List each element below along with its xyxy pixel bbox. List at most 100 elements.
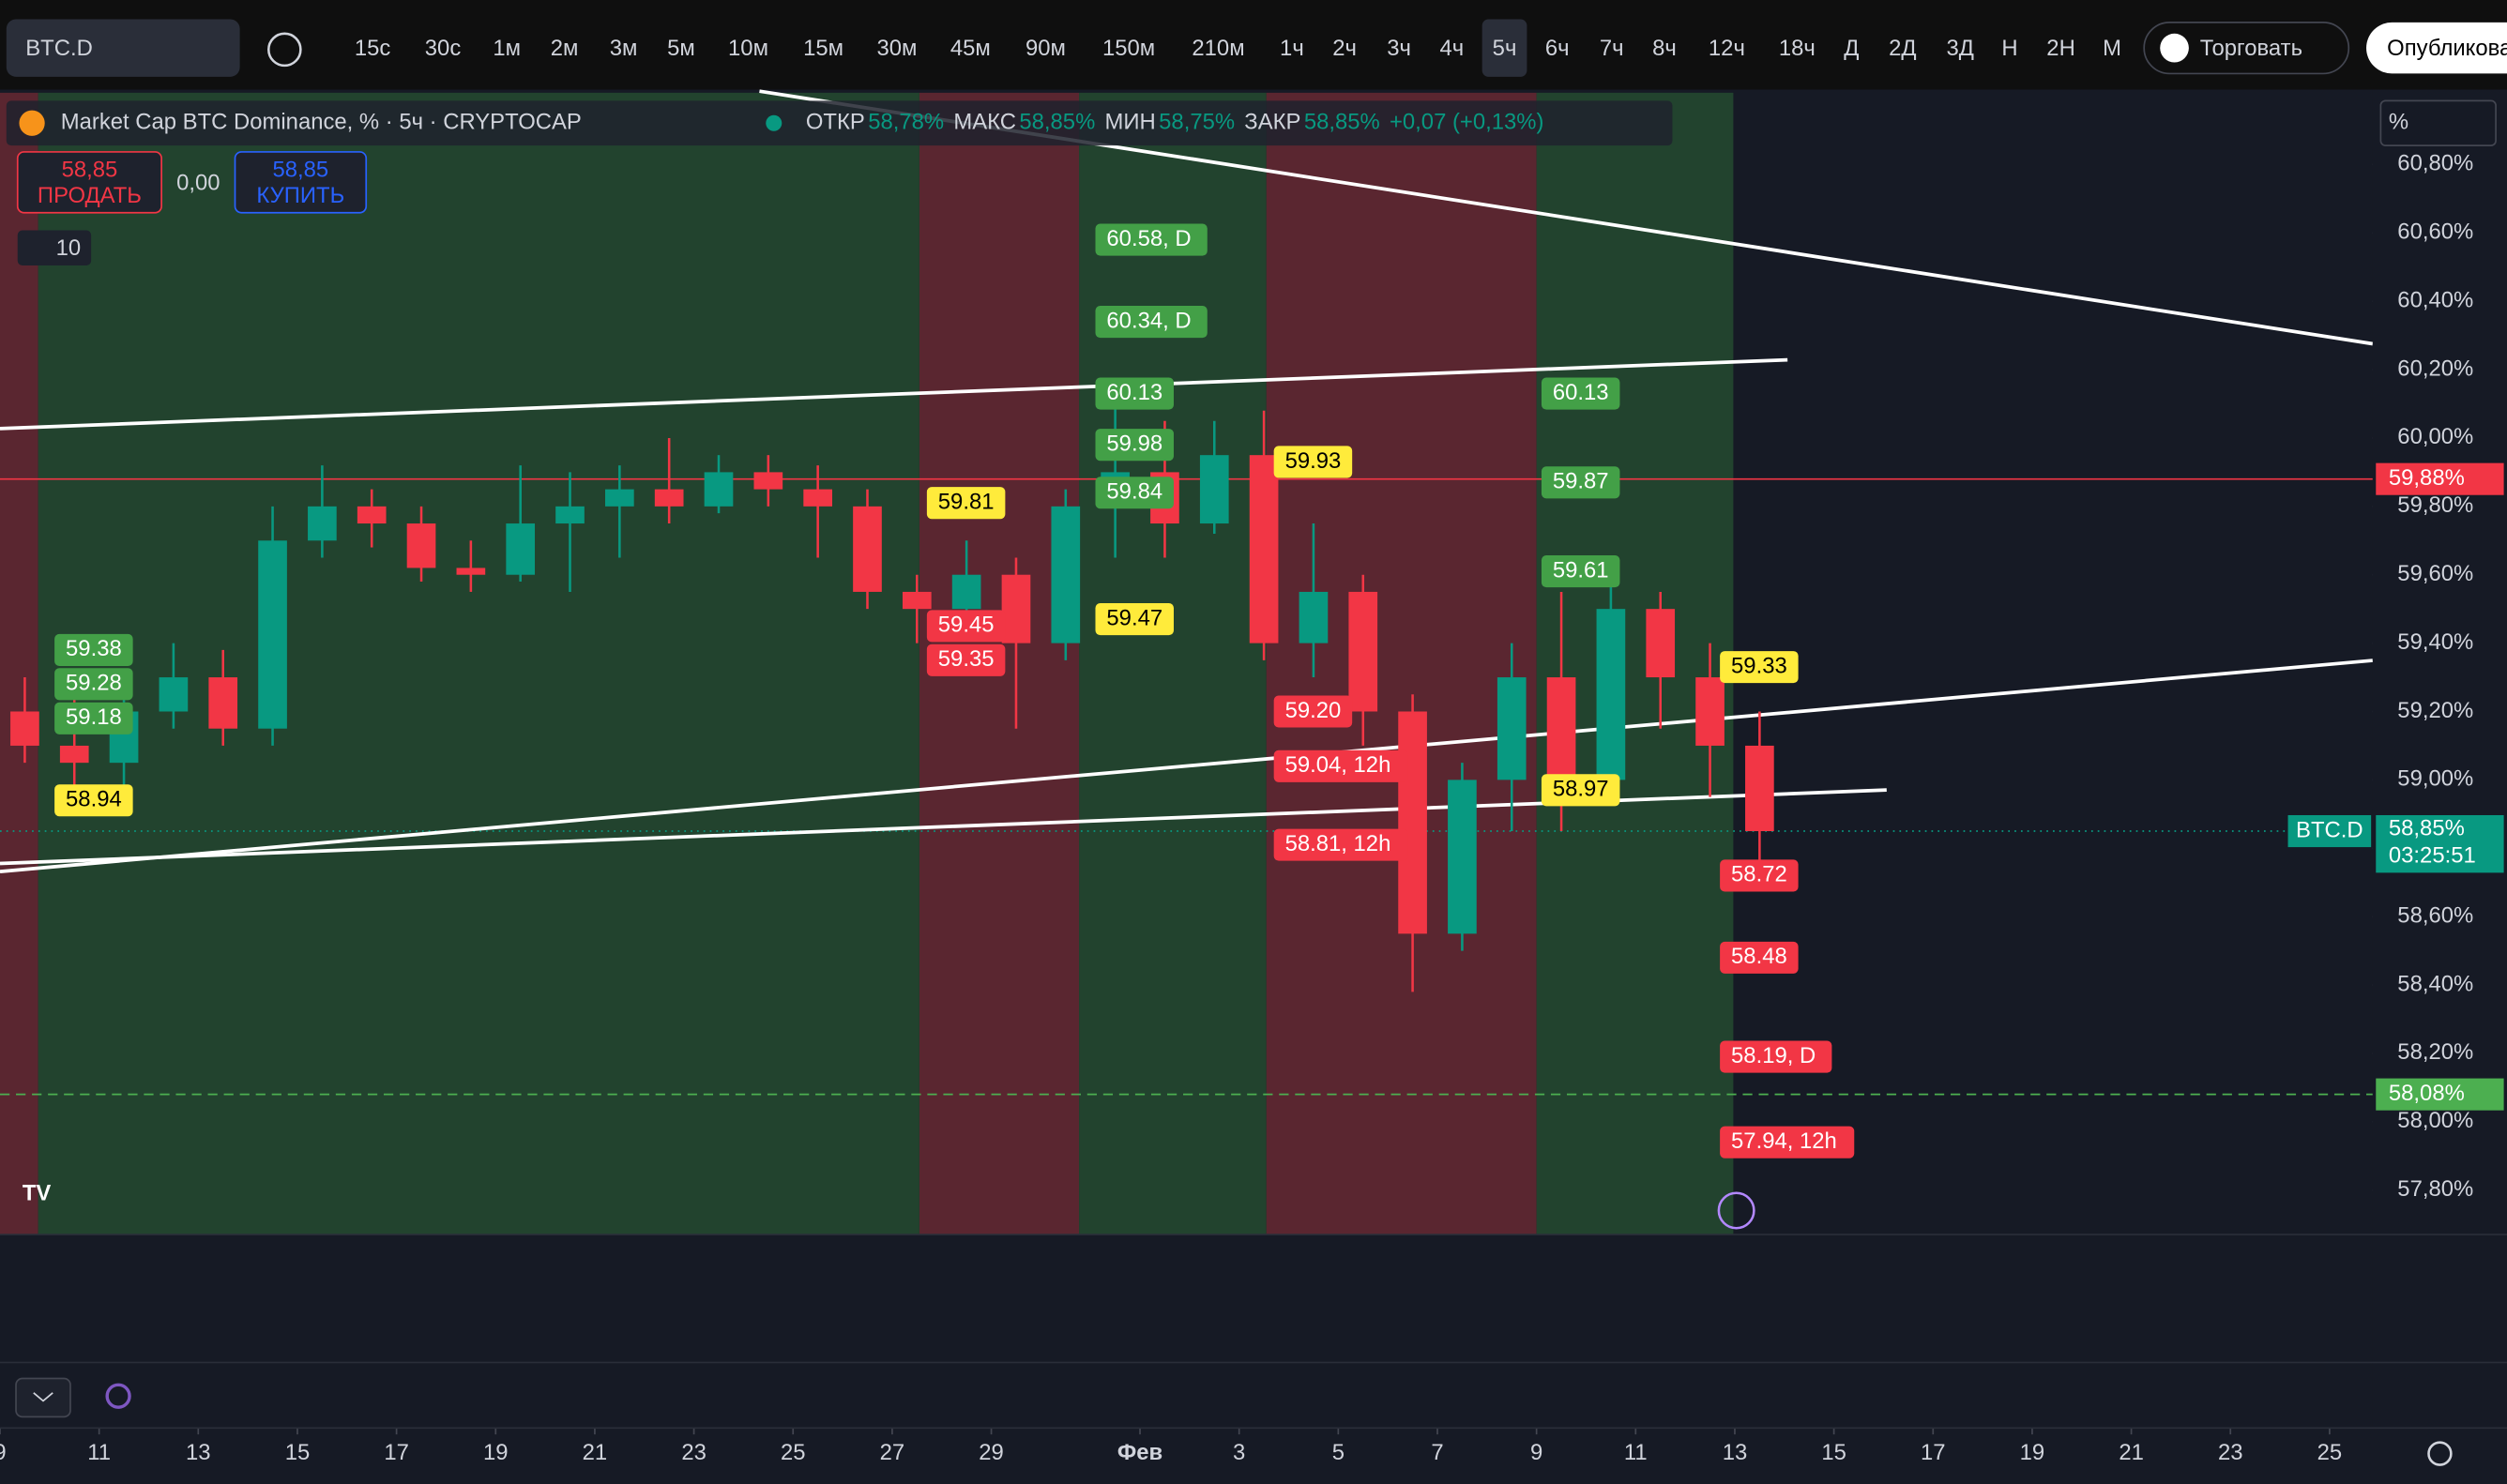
interval-button[interactable]: 4ч xyxy=(1439,36,1464,61)
level-label: 59.35 xyxy=(938,646,995,672)
symbol-tag-label: BTC.D xyxy=(2296,817,2363,842)
level-label-box xyxy=(1720,859,1799,892)
toolbar-bg xyxy=(0,0,2507,90)
y-tick-label: 59,40% xyxy=(2397,629,2473,655)
interval-button[interactable]: 30м xyxy=(877,36,918,61)
interval-button[interactable]: 90м xyxy=(1026,36,1066,61)
level-label-box xyxy=(1720,651,1799,684)
interval-button[interactable]: Н xyxy=(2001,36,2017,61)
candle-body xyxy=(951,574,981,610)
publish-button[interactable] xyxy=(2366,22,2507,74)
symbol-icon xyxy=(19,110,45,136)
y-tick-label: 58,60% xyxy=(2397,902,2473,928)
interval-selected xyxy=(1481,19,1527,77)
x-tick-label: 3 xyxy=(1233,1440,1245,1465)
buy-button[interactable] xyxy=(234,151,368,214)
interval-button[interactable]: Д xyxy=(1844,36,1859,61)
x-tick-label: 19 xyxy=(483,1440,509,1465)
interval-button[interactable]: 3Д xyxy=(1946,36,1973,61)
interval-button[interactable]: 1м xyxy=(493,36,521,61)
level-label: 59.98 xyxy=(1106,432,1162,457)
event-icon[interactable] xyxy=(1717,1191,1755,1230)
add-symbol[interactable] xyxy=(267,32,302,68)
level-label-box xyxy=(926,644,1006,676)
interval-button[interactable]: 210м xyxy=(1192,36,1244,61)
level-label-box xyxy=(1273,750,1408,782)
interval-button[interactable]: 1ч xyxy=(1280,36,1304,61)
trade-label: Торговать xyxy=(2200,36,2302,61)
x-tick-label: 5 xyxy=(1332,1440,1345,1465)
interval-button[interactable]: 3м xyxy=(610,36,638,61)
indicators-toggle[interactable] xyxy=(17,230,92,265)
interval-button[interactable]: 18ч xyxy=(1779,36,1816,61)
candle-body xyxy=(506,523,536,575)
x-tick-label: 11 xyxy=(87,1440,111,1465)
price-tag xyxy=(2376,462,2504,495)
status-dot xyxy=(766,114,782,131)
interval-button[interactable]: 12ч xyxy=(1709,36,1745,61)
interval-button[interactable]: 2Н xyxy=(2046,36,2074,61)
level-label-box xyxy=(54,784,133,817)
level-label-box xyxy=(1273,828,1408,861)
x-tick-label: 17 xyxy=(1921,1440,1946,1465)
level-label: 60.13 xyxy=(1106,380,1162,405)
sell-button[interactable] xyxy=(16,151,162,214)
interval-button[interactable]: 10м xyxy=(728,36,768,61)
candle-body xyxy=(1546,677,1576,780)
interval-button[interactable]: 2Д xyxy=(1889,36,1916,61)
level-label: 58.94 xyxy=(66,787,122,812)
level-label-box xyxy=(1273,446,1353,478)
interval-button[interactable]: 5ч xyxy=(1493,36,1517,61)
trade-button[interactable] xyxy=(2143,22,2350,75)
price-axis-bg xyxy=(2372,89,2507,1429)
settings-icon[interactable] xyxy=(2427,1441,2453,1466)
interval-button[interactable]: 8ч xyxy=(1652,36,1677,61)
candle-body xyxy=(258,540,287,729)
price-tag-label: 59,88% xyxy=(2389,465,2465,491)
x-tick-label: 23 xyxy=(681,1440,707,1465)
interval-button[interactable]: 15с xyxy=(355,36,391,61)
candle-body xyxy=(704,472,734,507)
y-tick-label: 59,80% xyxy=(2397,492,2473,518)
x-tick-label: 15 xyxy=(1821,1440,1846,1465)
level-label-box xyxy=(1541,377,1620,410)
last-price-label: 58,85% xyxy=(2389,816,2465,841)
level-label-box xyxy=(926,610,1006,643)
symbol-box[interactable] xyxy=(6,19,240,77)
x-tick-label: 17 xyxy=(384,1440,409,1465)
ohlc-name: МИН xyxy=(1105,110,1156,135)
x-tick-label: 23 xyxy=(2218,1440,2243,1465)
trade-icon xyxy=(2160,33,2189,63)
unit-box[interactable] xyxy=(2379,99,2497,146)
interval-button[interactable]: 2м xyxy=(551,36,579,61)
interval-button[interactable]: 6ч xyxy=(1545,36,1570,61)
level-label: 59.28 xyxy=(66,671,122,696)
level-label: 59.20 xyxy=(1285,698,1342,723)
publish-label: Опубликовать xyxy=(2387,36,2507,61)
y-tick-label: 60,60% xyxy=(2397,220,2473,245)
candle-body xyxy=(1348,591,1378,712)
interval-button[interactable]: 2ч xyxy=(1332,36,1357,61)
level-label-box xyxy=(1095,377,1174,410)
collapse-button[interactable] xyxy=(15,1377,71,1418)
interval-button[interactable]: 7ч xyxy=(1600,36,1624,61)
level-label: 60.58, D xyxy=(1106,226,1191,251)
sync-icon[interactable] xyxy=(105,1383,131,1409)
interval-button[interactable]: 150м xyxy=(1102,36,1155,61)
interval-button[interactable]: 45м xyxy=(950,36,991,61)
interval-button[interactable]: 30с xyxy=(425,36,462,61)
change-value: +0,07 (+0,13%) xyxy=(1390,110,1543,135)
spread: 0,00 xyxy=(176,170,220,195)
candle-body xyxy=(59,745,89,764)
interval-button[interactable]: М xyxy=(2103,36,2121,61)
level-label: 60.13 xyxy=(1553,380,1609,405)
level-label-box xyxy=(1541,466,1620,499)
session-zone xyxy=(38,92,919,1235)
candle-body xyxy=(1745,745,1774,832)
interval-button[interactable]: 5м xyxy=(667,36,695,61)
interval-button[interactable]: 3ч xyxy=(1387,36,1411,61)
interval-button[interactable]: 15м xyxy=(803,36,843,61)
level-label-box xyxy=(1541,555,1620,588)
